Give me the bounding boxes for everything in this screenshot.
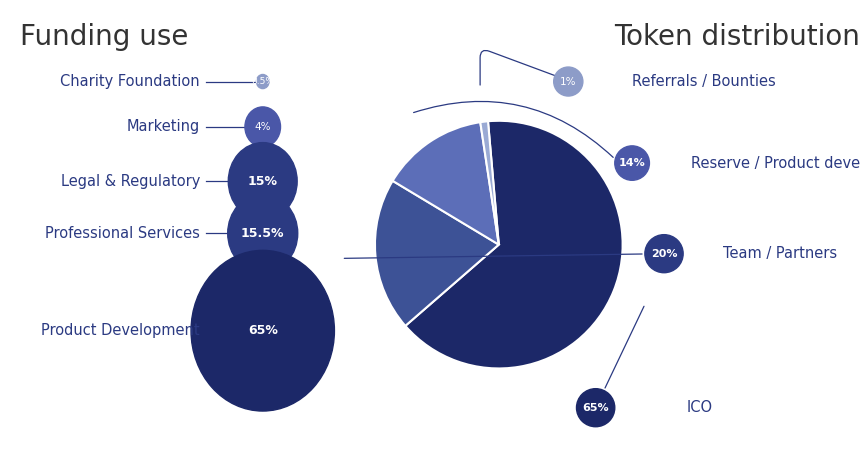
Text: Professional Services: Professional Services bbox=[46, 226, 200, 241]
Wedge shape bbox=[393, 122, 499, 245]
Text: 65%: 65% bbox=[582, 403, 609, 413]
Circle shape bbox=[645, 235, 683, 273]
Text: 15%: 15% bbox=[248, 175, 278, 188]
Text: Token distribution: Token distribution bbox=[614, 23, 860, 51]
Circle shape bbox=[228, 194, 298, 273]
Text: 15.5%: 15.5% bbox=[241, 227, 285, 240]
Text: 4%: 4% bbox=[255, 122, 271, 132]
Wedge shape bbox=[480, 121, 499, 245]
Circle shape bbox=[576, 389, 615, 427]
Text: ICO: ICO bbox=[687, 400, 713, 415]
Text: Reserve / Product development: Reserve / Product development bbox=[691, 155, 860, 171]
Text: Funding use: Funding use bbox=[21, 23, 188, 51]
Circle shape bbox=[615, 146, 649, 180]
Text: Referrals / Bounties: Referrals / Bounties bbox=[632, 74, 776, 89]
Text: Team / Partners: Team / Partners bbox=[723, 246, 838, 261]
Wedge shape bbox=[405, 121, 623, 368]
Text: 14%: 14% bbox=[618, 158, 646, 168]
Text: Charity Foundation: Charity Foundation bbox=[60, 74, 200, 89]
Circle shape bbox=[245, 107, 280, 147]
Text: 0.5%: 0.5% bbox=[251, 77, 274, 86]
Text: 1%: 1% bbox=[560, 77, 576, 87]
Circle shape bbox=[554, 67, 583, 96]
Text: Product Development: Product Development bbox=[41, 323, 200, 338]
Wedge shape bbox=[375, 181, 499, 326]
Circle shape bbox=[228, 143, 298, 220]
Text: Marketing: Marketing bbox=[126, 119, 200, 135]
Circle shape bbox=[191, 251, 335, 411]
Text: 65%: 65% bbox=[248, 324, 278, 337]
Text: Legal & Regulatory: Legal & Regulatory bbox=[61, 173, 200, 189]
Circle shape bbox=[256, 74, 269, 89]
Text: 20%: 20% bbox=[651, 249, 678, 259]
